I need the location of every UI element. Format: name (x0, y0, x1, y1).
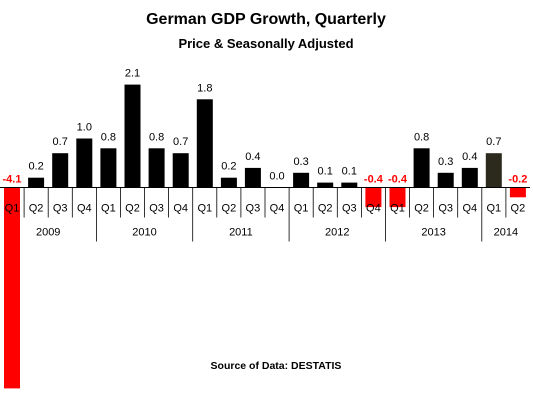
value-label-21: 0.7 (486, 136, 501, 148)
tick-label-16: Q4 (366, 203, 381, 215)
bar-17 (389, 187, 406, 208)
bar-20 (461, 167, 478, 188)
tick-label-1: Q1 (5, 203, 20, 215)
year-label-2009: 2009 (36, 227, 60, 239)
value-labels-group: -4.1 0.2 0.7 1.0 0.8 2.1 0.8 0.7 1.8 0.2 0.4 0.0 0.3… (3, 68, 528, 186)
bar-19 (437, 172, 454, 188)
tick-label-3: Q3 (53, 203, 68, 215)
value-label-20: 0.4 (462, 151, 477, 163)
tick-label-12: Q4 (270, 203, 285, 215)
value-label-4: 1.0 (77, 122, 92, 134)
bar-13 (293, 172, 310, 188)
bar-2 (28, 177, 45, 188)
value-label-10: 0.2 (221, 161, 236, 173)
tick-label-4: Q4 (77, 203, 92, 215)
bar-16 (365, 187, 382, 208)
value-label-17: -0.4 (388, 174, 408, 186)
value-label-19: 0.3 (438, 156, 453, 168)
bar-7 (148, 148, 165, 188)
value-label-13: 0.3 (293, 156, 308, 168)
tick-label-14: Q2 (318, 203, 333, 215)
tick-label-21: Q1 (486, 203, 501, 215)
value-label-11: 0.4 (245, 151, 260, 163)
bar-4 (76, 138, 93, 188)
tick-label-9: Q1 (197, 203, 212, 215)
value-label-22: -0.2 (508, 174, 527, 186)
value-label-1: -4.1 (3, 174, 22, 186)
bar-8 (172, 153, 189, 188)
tick-label-18: Q2 (414, 203, 429, 215)
value-label-7: 0.8 (149, 131, 164, 143)
bar-18 (413, 148, 430, 188)
tick-label-17: Q1 (390, 203, 405, 215)
tick-label-11: Q3 (246, 203, 261, 215)
chart-subtitle: Price & Seasonally Adjusted (178, 36, 353, 51)
tick-label-20: Q4 (462, 203, 477, 215)
tick-label-7: Q3 (149, 203, 164, 215)
year-label-2010: 2010 (132, 227, 156, 239)
bars-group (4, 84, 526, 389)
bar-11 (244, 167, 261, 188)
tick-label-8: Q4 (173, 203, 188, 215)
year-label-2014: 2014 (494, 227, 518, 239)
bar-6 (124, 84, 141, 188)
chart-title: German GDP Growth, Quarterly (146, 11, 386, 28)
tick-label-15: Q3 (342, 203, 357, 215)
tick-label-13: Q1 (294, 203, 309, 215)
value-label-12: 0.0 (269, 171, 284, 183)
year-label-2013: 2013 (421, 227, 445, 239)
value-label-15: 0.1 (342, 166, 357, 178)
bar-3 (52, 153, 69, 188)
value-label-18: 0.8 (414, 131, 429, 143)
source-note: Source of Data: DESTATIS (211, 360, 342, 372)
bar-21 (485, 153, 502, 188)
value-label-9: 1.8 (197, 82, 212, 94)
bar-15 (341, 182, 358, 188)
tick-label-2: Q2 (29, 203, 44, 215)
value-label-3: 0.7 (53, 136, 68, 148)
bar-22 (509, 187, 526, 198)
bar-9 (196, 99, 213, 188)
bar-1 (4, 187, 20, 389)
tick-label-19: Q3 (438, 203, 453, 215)
value-label-6: 2.1 (125, 68, 140, 80)
tick-label-6: Q2 (125, 203, 140, 215)
bar-10 (220, 177, 237, 188)
value-label-5: 0.8 (101, 131, 116, 143)
value-label-14: 0.1 (318, 166, 333, 178)
tick-label-10: Q2 (222, 203, 237, 215)
value-label-16: -0.4 (364, 174, 384, 186)
tick-label-22: Q2 (511, 203, 526, 215)
year-label-2011: 2011 (229, 227, 253, 239)
tick-label-5: Q1 (101, 203, 116, 215)
value-label-2: 0.2 (28, 161, 43, 173)
bar-14 (317, 182, 334, 188)
bar-5 (100, 148, 117, 188)
year-label-2012: 2012 (325, 227, 349, 239)
value-label-8: 0.7 (173, 136, 188, 148)
x-axis: Q1 Q2 Q3 Q4 Q1 Q2 Q3 Q4 Q1 Q2 Q3 Q4 Q1 Q2 Q3 Q4 Q1 Q2 Q3 Q4… (0, 187, 530, 242)
